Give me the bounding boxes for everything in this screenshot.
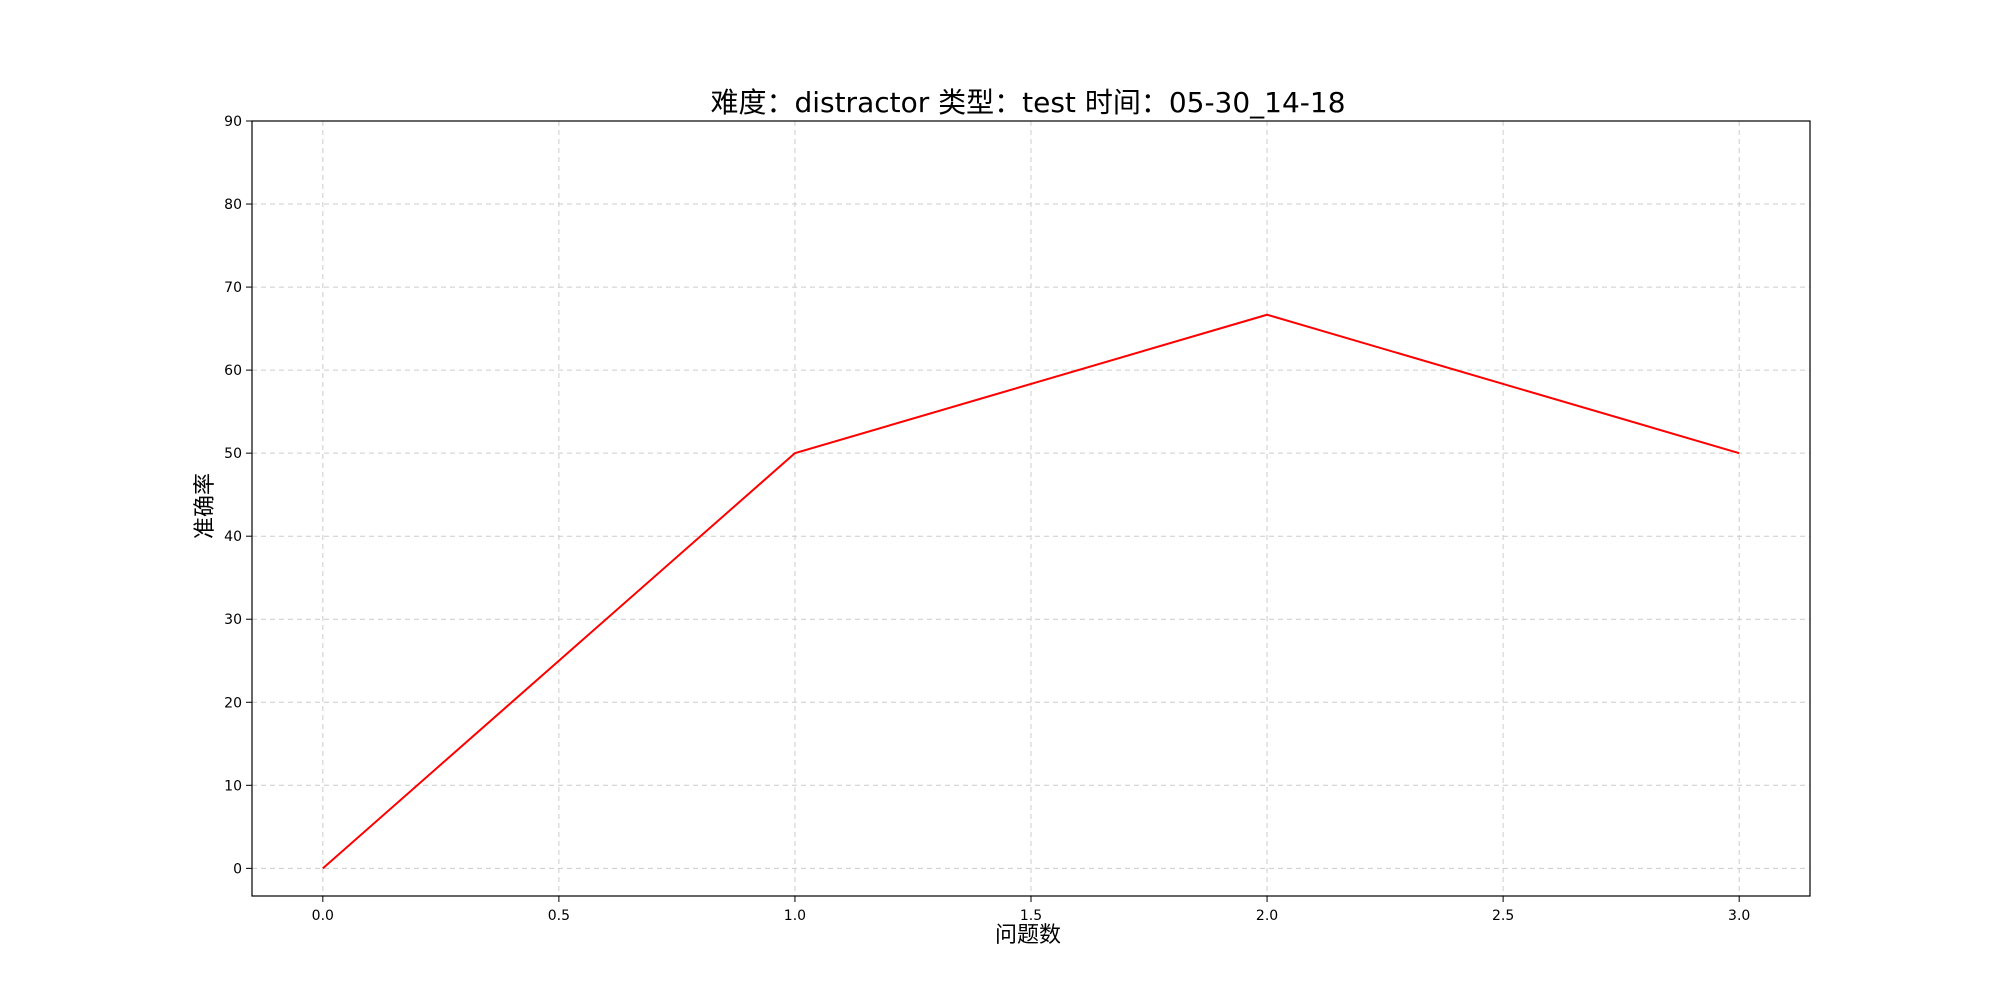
y-tick-label-5: 50 xyxy=(224,446,242,462)
x-tick-label-0: 0.0 xyxy=(312,908,334,924)
y-tick-label-3: 30 xyxy=(224,612,242,628)
y-axis-label: 准确率 xyxy=(193,473,218,539)
series-lines xyxy=(322,313,1740,870)
x-tick-label-2: 1.0 xyxy=(784,908,806,924)
y-tick-label-8: 80 xyxy=(224,197,242,213)
x-tick-label-5: 2.5 xyxy=(1492,908,1514,924)
x-tick-label-3: 1.5 xyxy=(1020,908,1042,924)
y-tick-label-7: 70 xyxy=(224,280,242,296)
tick-labels: 0.0 0.5 1.0 1.5 2.0 2.5 3.0 0 10 20 30 40 50 60 70 80 90 xyxy=(224,114,1750,924)
x-tick-label-1: 0.5 xyxy=(548,908,570,924)
grid-lines xyxy=(252,120,1810,896)
x-tick-label-6: 3.0 xyxy=(1728,908,1750,924)
y-tick-label-9: 90 xyxy=(224,114,242,130)
y-tick-label-0: 0 xyxy=(233,861,242,877)
y-tick-label-6: 60 xyxy=(224,363,242,379)
chart-title: 难度：distractor 类型：test 时间：05-30_14-18 xyxy=(710,86,1345,119)
y-tick-label-4: 40 xyxy=(224,529,242,545)
x-axis-label: 问题数 xyxy=(995,923,1061,948)
x-tick-label-4: 2.0 xyxy=(1256,908,1278,924)
y-tick-label-2: 20 xyxy=(224,695,242,711)
series-line-0 xyxy=(322,313,1740,870)
y-tick-label-1: 10 xyxy=(224,778,242,794)
